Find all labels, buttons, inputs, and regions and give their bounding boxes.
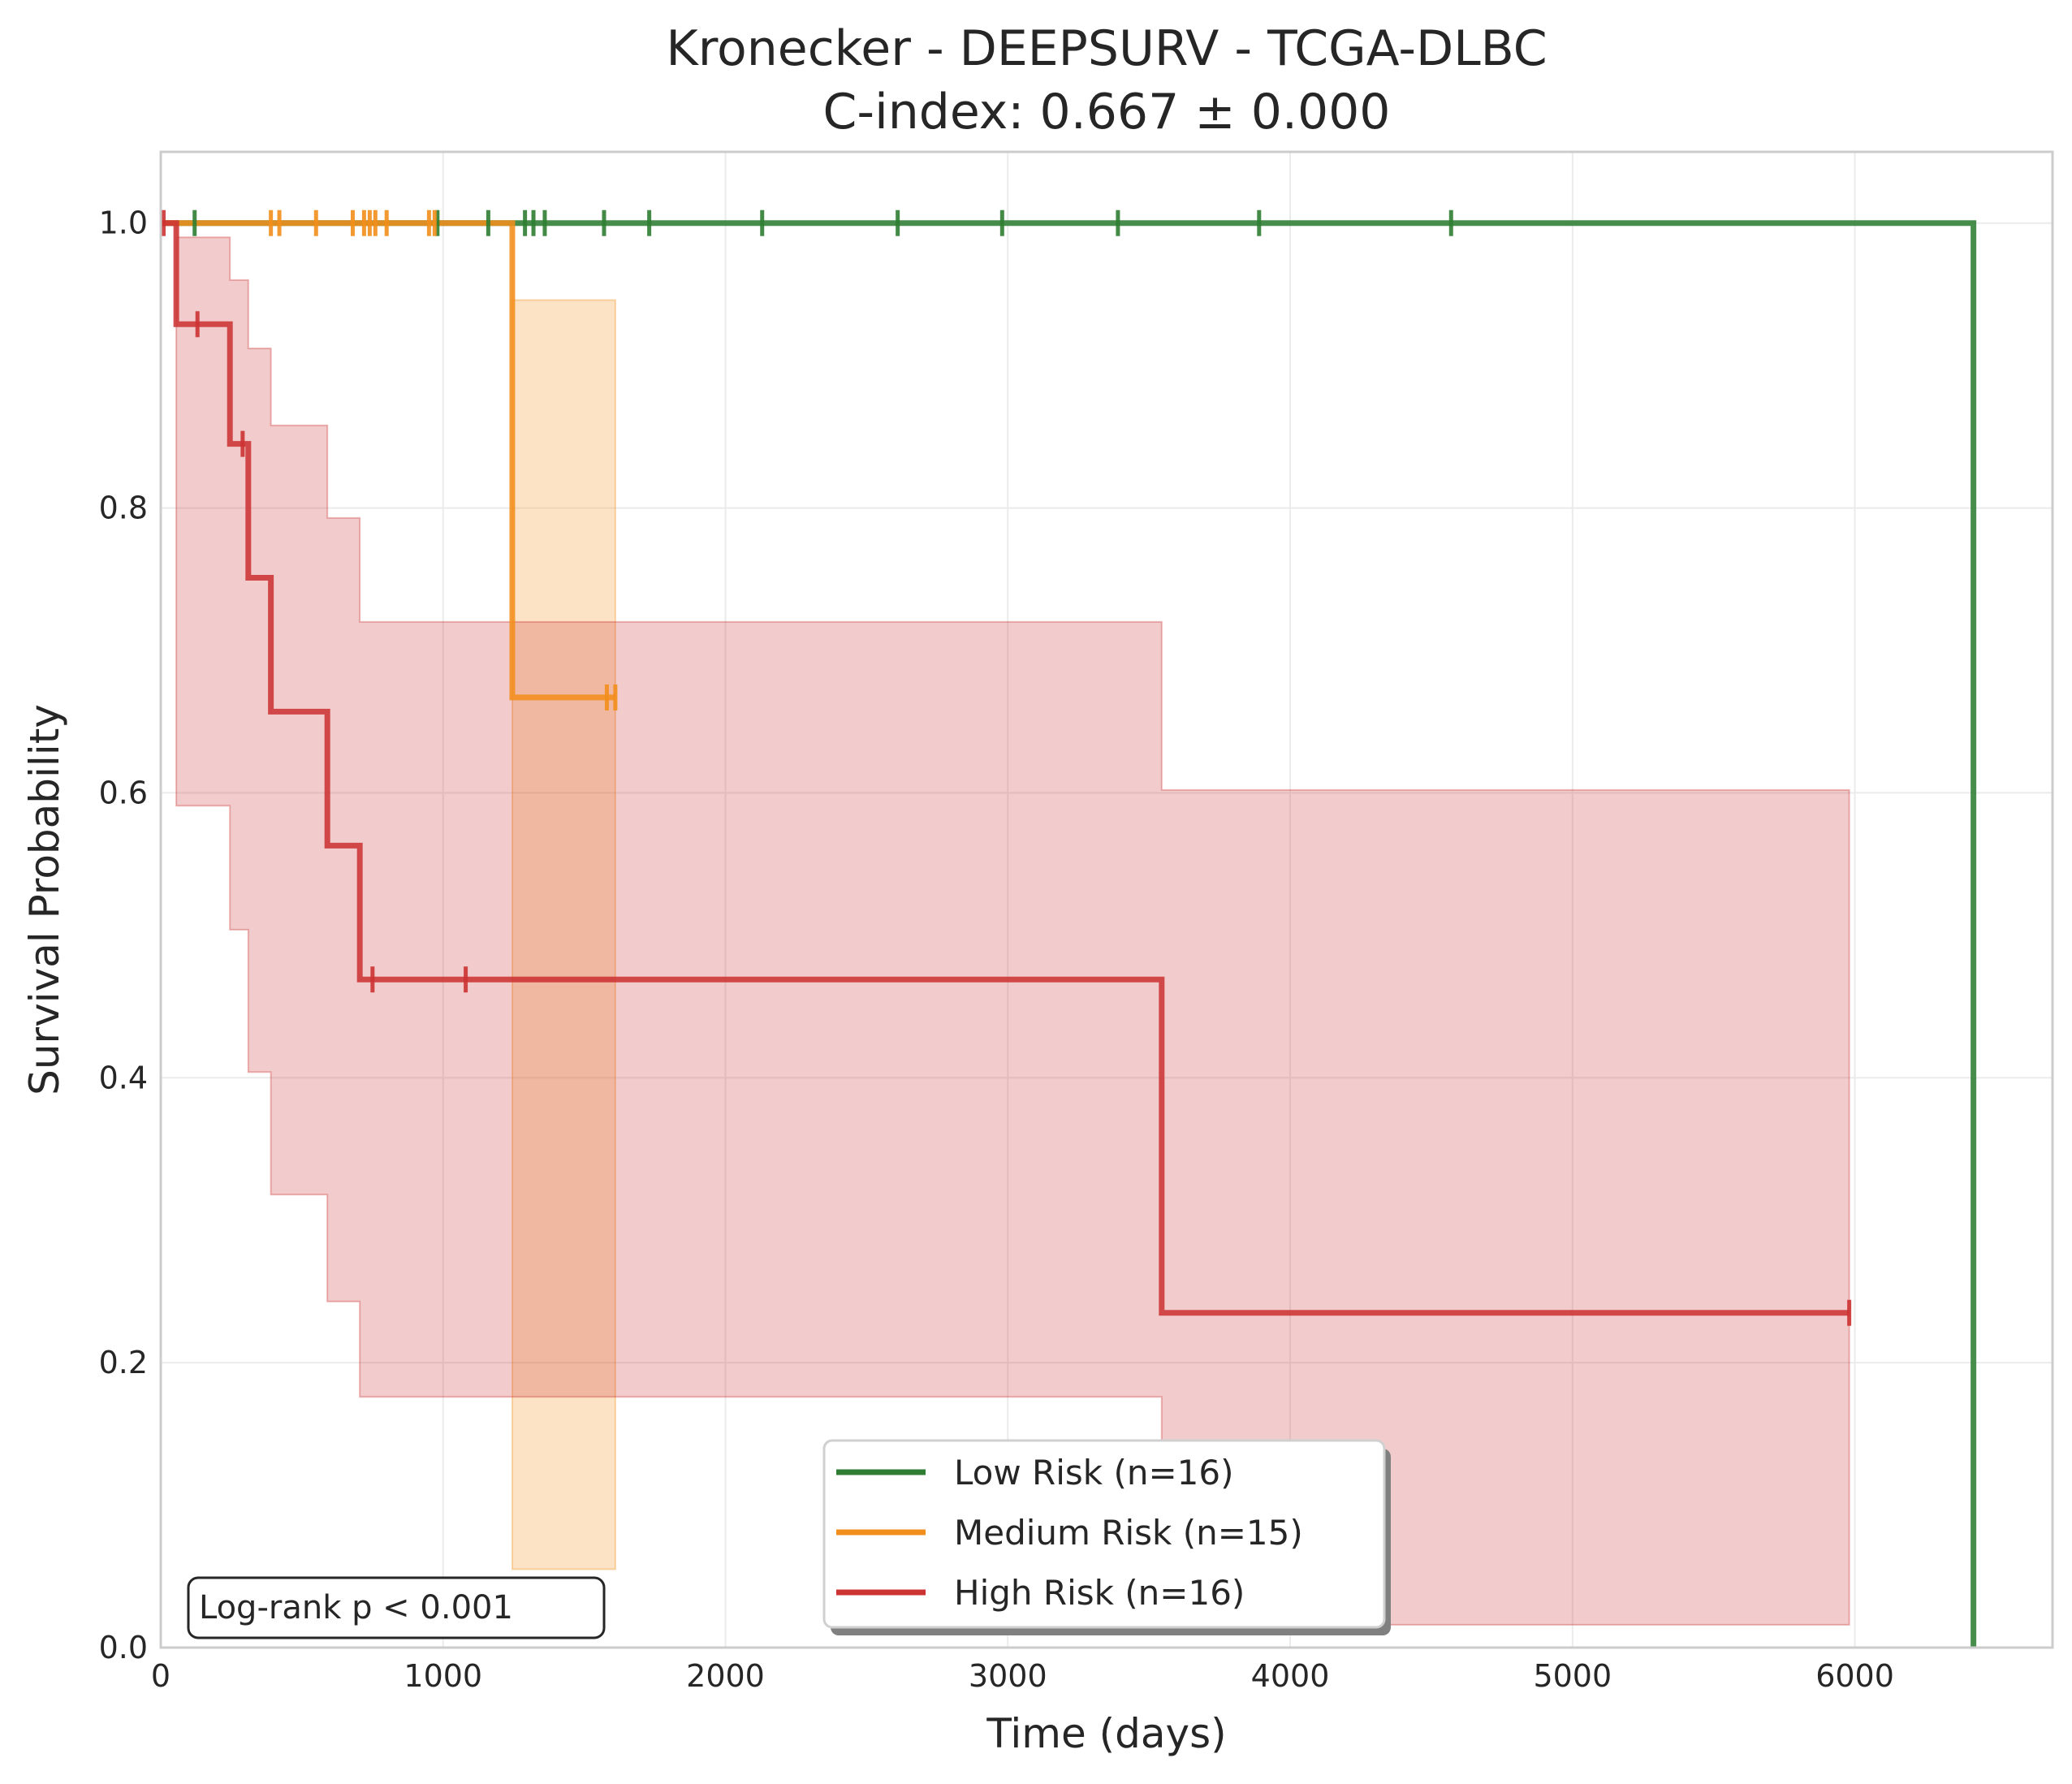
high-risk-ci-band	[161, 222, 1850, 1626]
survival-lines	[161, 220, 1977, 1648]
censor-marks	[161, 210, 1852, 1326]
y-axis-label: Survival Probability	[21, 704, 68, 1095]
y-tick-label-3: 0.6	[99, 775, 148, 810]
chart-title: Kronecker - DEEPSURV - TCGA-DLBC	[666, 20, 1547, 77]
x-tick-label-0: 0	[151, 1658, 171, 1694]
x-tick-label-6: 6000	[1815, 1658, 1894, 1694]
x-tick-label-1: 1000	[404, 1658, 482, 1694]
x-tick-label-3: 3000	[969, 1658, 1047, 1694]
y-tick-labels: 0.0 0.2 0.4 0.6 0.8 1.0	[99, 205, 148, 1665]
legend-items: Low Risk (n=16) Medium Risk (n=15) High Ri…	[836, 1453, 1303, 1613]
plot-frame	[159, 150, 2054, 1649]
y-tick-label-5: 1.0	[99, 205, 148, 241]
x-axis-label: Time (days)	[986, 1710, 1226, 1757]
medium-risk-legend-label: Medium Risk (n=15)	[954, 1513, 1303, 1553]
high-risk-legend-label: High Risk (n=16)	[954, 1573, 1245, 1613]
x-tick-labels: 0 1000 2000 3000 4000 5000 6000	[151, 1658, 1894, 1694]
logrank-annotation: Log-rank p < 0.001	[187, 1576, 606, 1639]
x-tick-label-5: 5000	[1533, 1658, 1612, 1694]
x-tick-label-2: 2000	[686, 1658, 765, 1694]
y-tick-label-4: 0.8	[99, 490, 148, 526]
low-risk-legend-label: Low Risk (n=16)	[954, 1453, 1234, 1492]
y-tick-label-1: 0.2	[99, 1345, 148, 1380]
y-tick-label-0: 0.0	[99, 1630, 148, 1665]
chart-subtitle: C-index: 0.667 ± 0.000	[823, 84, 1391, 140]
logrank-box	[187, 1576, 606, 1639]
confidence-bands	[161, 222, 1850, 1626]
legend: Low Risk (n=16) Medium Risk (n=15) High Ri…	[822, 1439, 1391, 1635]
medium-risk-line	[161, 220, 615, 701]
y-tick-label-2: 0.4	[99, 1060, 148, 1095]
low-risk-line	[161, 220, 1977, 1648]
x-tick-label-4: 4000	[1251, 1658, 1330, 1694]
legend-box	[822, 1439, 1386, 1629]
logrank-text: Log-rank p < 0.001	[199, 1589, 513, 1626]
high-risk-line	[161, 220, 1850, 1316]
